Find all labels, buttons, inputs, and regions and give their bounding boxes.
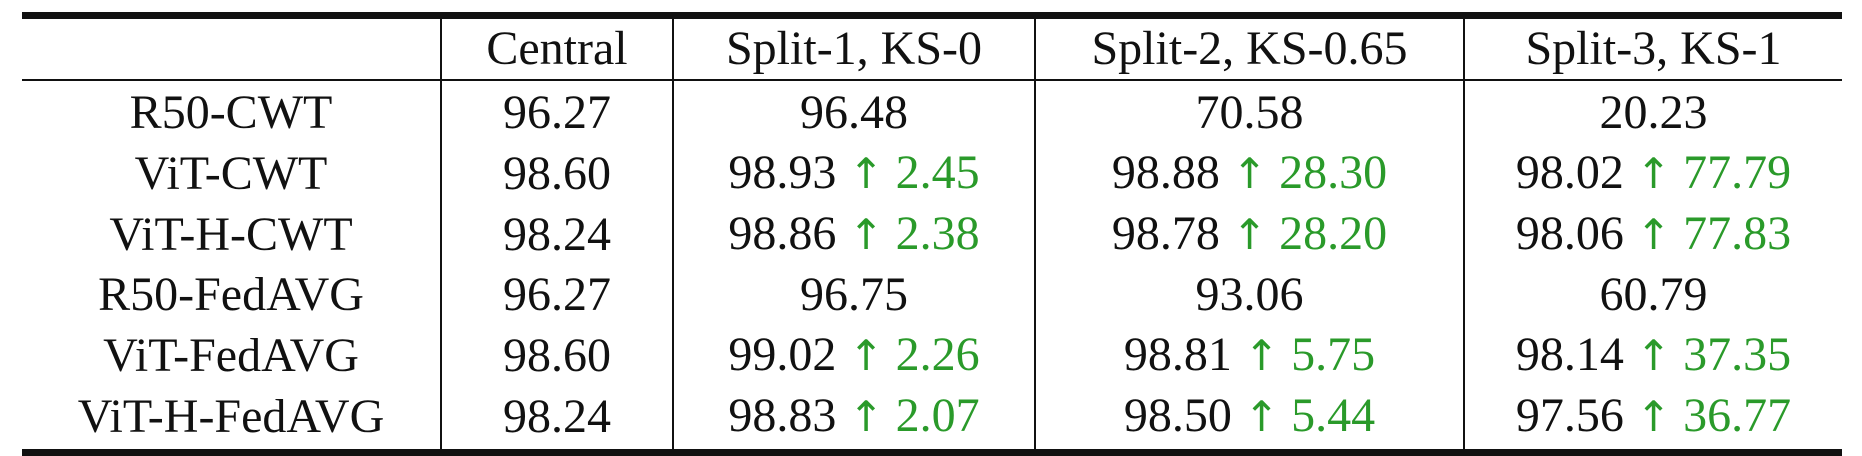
- split-3-cell: 97.56 ↑ 36.77: [1463, 386, 1842, 453]
- split-3-cell: 98.06 ↑ 77.83: [1463, 204, 1842, 265]
- split-1-cell: 98.83 ↑ 2.07: [672, 386, 1035, 453]
- table-header: Central Split-1, KS-0 Split-2, KS-0.65 S…: [22, 15, 1842, 81]
- split-1-cell: 96.75: [672, 265, 1035, 325]
- accuracy-value: 98.02: [1515, 146, 1624, 199]
- central-value-cell: 98.24: [440, 204, 673, 265]
- accuracy-value: 98.81: [1123, 328, 1232, 381]
- table-body: R50-CWT 96.27 96.48 70.58 20.23 ViT-CWT 98.60 9…: [22, 80, 1842, 453]
- header-cell-split-2: Split-2, KS-0.65: [1034, 15, 1464, 81]
- arrow-up-icon: ↑: [848, 392, 884, 441]
- row-label-cell: ViT-H-FedAVG: [77, 389, 385, 443]
- row-label-cell: ViT-CWT: [134, 146, 328, 200]
- row-label-cell: R50-CWT: [129, 86, 333, 139]
- arrow-up-icon: ↑: [848, 149, 884, 198]
- split-2-cell: 70.58: [1034, 80, 1464, 143]
- split-1-cell: 98.86 ↑ 2.38: [672, 204, 1035, 265]
- accuracy-value: 98.50: [1123, 389, 1232, 442]
- improvement-value: 5.44: [1291, 389, 1376, 442]
- accuracy-value: 98.88: [1111, 146, 1220, 199]
- split-2-cell: 98.88 ↑ 28.30: [1034, 143, 1464, 204]
- split-3-cell: 98.14 ↑ 37.35: [1463, 325, 1842, 386]
- arrow-up-icon: ↑: [1231, 149, 1268, 198]
- header-cell-split-1: Split-1, KS-0: [672, 15, 1035, 81]
- accuracy-value: 20.23: [1599, 86, 1708, 139]
- accuracy-value: 98.06: [1515, 207, 1624, 260]
- split-3-cell: 60.79: [1463, 265, 1842, 325]
- arrow-up-icon: ↑: [1243, 392, 1280, 441]
- arrow-up-icon: ↑: [848, 331, 884, 380]
- improvement-value: 28.30: [1279, 146, 1388, 199]
- accuracy-value: 98.14: [1515, 328, 1624, 381]
- improvement-value: 2.07: [895, 389, 980, 442]
- accuracy-value: 98.78: [1111, 207, 1220, 260]
- accuracy-value: 70.58: [1195, 86, 1304, 139]
- accuracy-value: 96.48: [800, 86, 908, 139]
- central-value-cell: 96.27: [440, 80, 673, 143]
- table-row: R50-FedAVG 96.27 96.75 93.06 60.79: [22, 265, 1842, 325]
- improvement-value: 2.38: [895, 207, 980, 260]
- central-value-cell: 98.24: [440, 386, 673, 453]
- row-label-cell: ViT-H-CWT: [109, 207, 353, 261]
- arrow-up-icon: ↑: [1635, 149, 1672, 198]
- improvement-value: 37.35: [1683, 328, 1792, 381]
- accuracy-value: 98.83: [728, 389, 837, 442]
- row-label-cell: R50-FedAVG: [98, 268, 364, 321]
- improvement-value: 28.20: [1279, 207, 1388, 260]
- accuracy-value: 96.75: [800, 268, 908, 321]
- central-value-cell: 96.27: [440, 265, 673, 325]
- results-table: Central Split-1, KS-0 Split-2, KS-0.65 S…: [22, 12, 1842, 456]
- arrow-up-icon: ↑: [1635, 392, 1672, 441]
- arrow-up-icon: ↑: [848, 210, 884, 259]
- accuracy-value: 98.93: [728, 146, 837, 199]
- header-cell-method: [22, 15, 441, 81]
- accuracy-value: 97.56: [1515, 389, 1624, 442]
- split-1-cell: 96.48: [672, 80, 1035, 143]
- central-value-cell: 98.60: [440, 325, 673, 386]
- table-row: ViT-CWT 98.60 98.93 ↑ 2.45 98.88 ↑ 28.30 98.…: [22, 143, 1842, 204]
- improvement-value: 2.45: [895, 146, 980, 199]
- table-row: ViT-H-CWT 98.24 98.86 ↑ 2.38 98.78 ↑ 28.20 9…: [22, 204, 1842, 265]
- split-2-cell: 98.50 ↑ 5.44: [1034, 386, 1464, 453]
- header-row: Central Split-1, KS-0 Split-2, KS-0.65 S…: [22, 15, 1842, 81]
- split-1-cell: 98.93 ↑ 2.45: [672, 143, 1035, 204]
- accuracy-value: 60.79: [1599, 268, 1708, 321]
- improvement-value: 5.75: [1291, 328, 1376, 381]
- central-value-cell: 98.60: [440, 143, 673, 204]
- split-2-cell: 93.06: [1034, 265, 1464, 325]
- split-3-cell: 98.02 ↑ 77.79: [1463, 143, 1842, 204]
- arrow-up-icon: ↑: [1243, 331, 1280, 380]
- table-row: R50-CWT 96.27 96.48 70.58 20.23: [22, 80, 1842, 143]
- split-2-cell: 98.81 ↑ 5.75: [1034, 325, 1464, 386]
- split-1-cell: 99.02 ↑ 2.26: [672, 325, 1035, 386]
- table-row: ViT-H-FedAVG 98.24 98.83 ↑ 2.07 98.50 ↑ 5.4…: [22, 386, 1842, 453]
- results-table-container: Central Split-1, KS-0 Split-2, KS-0.65 S…: [22, 12, 1842, 456]
- split-3-cell: 20.23: [1463, 80, 1842, 143]
- arrow-up-icon: ↑: [1231, 210, 1268, 259]
- split-2-cell: 98.78 ↑ 28.20: [1034, 204, 1464, 265]
- table-row: ViT-FedAVG 98.60 99.02 ↑ 2.26 98.81 ↑ 5.75 9…: [22, 325, 1842, 386]
- header-cell-central: Central: [440, 15, 673, 81]
- improvement-value: 2.26: [895, 328, 980, 381]
- accuracy-value: 93.06: [1195, 268, 1304, 321]
- accuracy-value: 98.86: [728, 207, 837, 260]
- improvement-value: 77.83: [1683, 207, 1792, 260]
- arrow-up-icon: ↑: [1635, 210, 1672, 259]
- row-label-cell: ViT-FedAVG: [103, 328, 359, 382]
- arrow-up-icon: ↑: [1635, 331, 1672, 380]
- accuracy-value: 99.02: [728, 328, 837, 381]
- header-cell-split-3: Split-3, KS-1: [1463, 15, 1842, 81]
- improvement-value: 36.77: [1683, 389, 1792, 442]
- improvement-value: 77.79: [1683, 146, 1792, 199]
